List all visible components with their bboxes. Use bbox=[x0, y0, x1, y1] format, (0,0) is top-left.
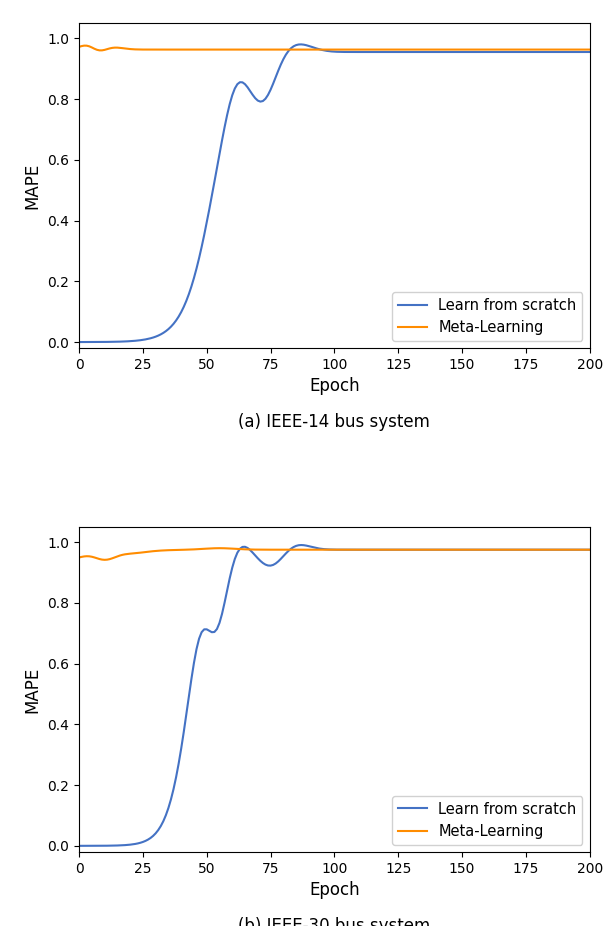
Meta-Learning bbox=[295, 44, 302, 56]
Meta-Learning bbox=[78, 41, 85, 52]
Meta-Learning bbox=[96, 44, 103, 56]
Legend: Learn from scratch, Meta-Learning: Learn from scratch, Meta-Learning bbox=[392, 292, 582, 341]
X-axis label: Epoch: Epoch bbox=[309, 378, 360, 395]
Meta-Learning bbox=[75, 552, 83, 563]
Learn from scratch bbox=[354, 544, 361, 556]
Learn from scratch bbox=[290, 542, 297, 553]
Line: Learn from scratch: Learn from scratch bbox=[79, 44, 590, 342]
Learn from scratch bbox=[354, 46, 361, 57]
Learn from scratch bbox=[122, 336, 129, 347]
Meta-Learning bbox=[586, 544, 593, 556]
Meta-Learning bbox=[126, 44, 134, 55]
Learn from scratch bbox=[545, 544, 553, 556]
Meta-Learning bbox=[548, 44, 555, 56]
Line: Meta-Learning: Meta-Learning bbox=[79, 45, 590, 50]
Meta-Learning bbox=[356, 544, 364, 556]
Meta-Learning bbox=[356, 44, 364, 56]
Learn from scratch bbox=[262, 94, 269, 105]
Meta-Learning bbox=[124, 548, 131, 559]
Meta-Learning bbox=[586, 44, 593, 56]
Y-axis label: MAPE: MAPE bbox=[24, 163, 42, 208]
Line: Learn from scratch: Learn from scratch bbox=[79, 545, 590, 845]
Learn from scratch bbox=[78, 840, 85, 851]
Learn from scratch bbox=[75, 336, 83, 347]
Meta-Learning bbox=[75, 42, 83, 53]
Learn from scratch bbox=[290, 41, 297, 52]
Meta-Learning bbox=[101, 555, 108, 566]
Text: (a) IEEE-14 bus system: (a) IEEE-14 bus system bbox=[238, 413, 430, 432]
Legend: Learn from scratch, Meta-Learning: Learn from scratch, Meta-Learning bbox=[392, 795, 582, 845]
Learn from scratch bbox=[297, 540, 305, 551]
Learn from scratch bbox=[297, 39, 305, 50]
Y-axis label: MAPE: MAPE bbox=[24, 667, 42, 712]
Meta-Learning bbox=[295, 544, 302, 556]
Meta-Learning bbox=[80, 40, 88, 51]
Meta-Learning bbox=[548, 544, 555, 556]
Learn from scratch bbox=[75, 840, 83, 851]
Learn from scratch bbox=[78, 336, 85, 347]
Learn from scratch bbox=[586, 46, 593, 57]
Learn from scratch bbox=[586, 544, 593, 556]
Learn from scratch bbox=[545, 46, 553, 57]
Learn from scratch bbox=[122, 840, 129, 851]
Meta-Learning bbox=[267, 44, 274, 56]
Text: (b) IEEE-30 bus system: (b) IEEE-30 bus system bbox=[238, 917, 430, 926]
Meta-Learning bbox=[216, 543, 223, 554]
Meta-Learning bbox=[78, 551, 85, 562]
Meta-Learning bbox=[267, 544, 274, 556]
X-axis label: Epoch: Epoch bbox=[309, 882, 360, 899]
Learn from scratch bbox=[262, 559, 269, 570]
Line: Meta-Learning: Meta-Learning bbox=[79, 548, 590, 560]
